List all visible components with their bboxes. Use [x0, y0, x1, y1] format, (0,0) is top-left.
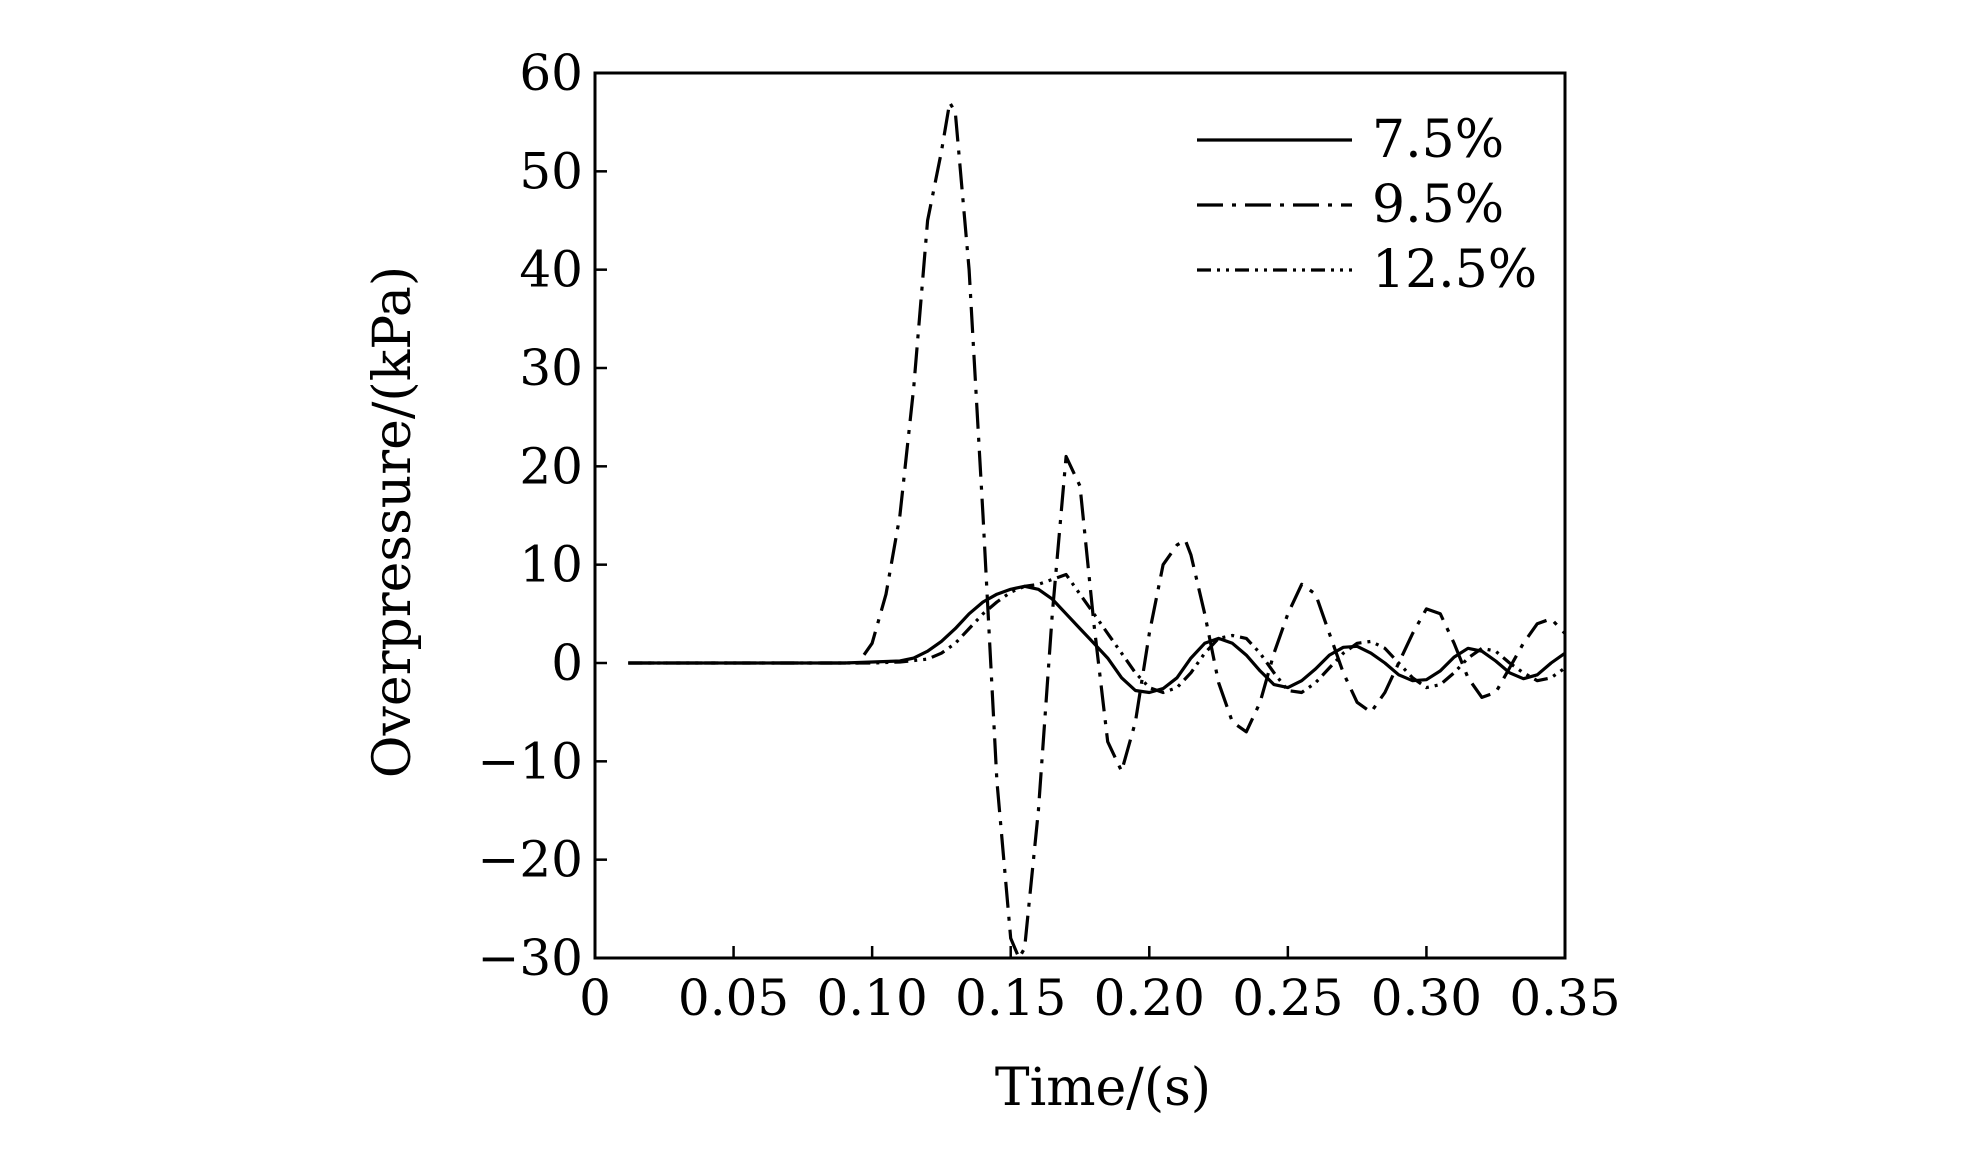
y-tick-label: 50 [519, 142, 583, 200]
y-axis-title: Overpressure/(kPa) [363, 266, 423, 778]
legend-label-1: 7.5% [1372, 110, 1504, 170]
x-tick-label: 0.15 [955, 969, 1066, 1027]
y-tick-label: −30 [477, 929, 583, 987]
x-tick-label: 0 [579, 969, 611, 1027]
legend-label-2: 9.5% [1372, 175, 1504, 235]
x-tick-label: 0.30 [1371, 969, 1482, 1027]
y-tick-label: 40 [519, 241, 583, 299]
x-tick-label: 0.35 [1509, 969, 1620, 1027]
y-tick-label: −20 [477, 831, 583, 889]
x-tick-label: 0.10 [816, 969, 927, 1027]
y-tick-label: 10 [519, 536, 583, 594]
series-line-3 [628, 572, 1565, 695]
x-tick-label: 0.20 [1094, 969, 1205, 1027]
y-tick-label: 0 [551, 634, 583, 692]
plot-area [628, 100, 1565, 958]
legend-label-3: 12.5% [1372, 240, 1537, 300]
x-tick-label: 0.05 [678, 969, 789, 1027]
y-tick-label: 30 [519, 339, 583, 397]
series-line-2 [628, 100, 1565, 958]
axes: 0 0.05 0.10 0.15 0.20 0.25 0.30 0.35 60 50 40 30 20 1… [477, 44, 1620, 1027]
y-tick-label: −10 [477, 732, 583, 790]
x-axis-title: Time/(s) [995, 1058, 1211, 1118]
plot-frame [593, 71, 1567, 960]
y-tick-label: 20 [519, 437, 583, 495]
legend: 7.5%9.5%12.5% [1197, 110, 1537, 300]
y-tick-label: 60 [519, 44, 583, 102]
x-tick-label: 0.25 [1232, 969, 1343, 1027]
